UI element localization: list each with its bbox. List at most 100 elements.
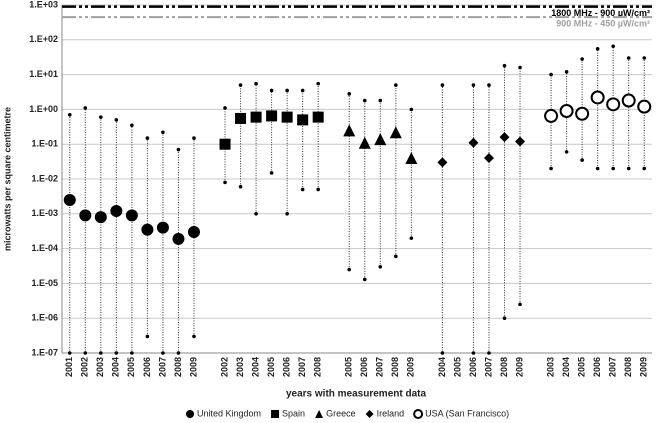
range-max	[642, 56, 647, 60]
x-tick-label: 2004	[111, 357, 121, 377]
range-min	[409, 236, 414, 240]
y-tick-label: 1.E-05	[31, 278, 58, 288]
x-tick-label: 2005	[344, 357, 354, 377]
range-max	[518, 65, 522, 70]
range-min	[83, 351, 88, 355]
marker	[515, 136, 526, 147]
range-min	[642, 166, 647, 171]
marker	[468, 137, 479, 148]
x-tick-label: 2003	[235, 357, 245, 377]
marker	[79, 209, 92, 222]
marker	[94, 211, 107, 224]
legend-label: United Kingdom	[197, 408, 261, 418]
range-max	[238, 83, 243, 87]
range-min	[254, 212, 258, 216]
range-max	[471, 83, 476, 87]
legend-label: Ireland	[377, 408, 405, 418]
range-min	[176, 351, 181, 355]
range-max	[580, 57, 584, 61]
marker	[315, 410, 324, 418]
x-tick-label: 2008	[173, 357, 183, 377]
range-max	[67, 112, 72, 117]
marker	[312, 111, 324, 123]
x-tick-label: 2007	[375, 357, 385, 377]
marker	[621, 93, 636, 108]
range-min	[300, 187, 305, 192]
range-min	[223, 180, 227, 185]
marker	[413, 409, 424, 419]
range-min	[316, 187, 320, 192]
range-min	[161, 351, 165, 355]
marker	[389, 126, 402, 139]
range-min	[192, 334, 196, 339]
x-tick-label: 2008	[390, 357, 400, 377]
range-max	[223, 106, 227, 110]
range-min	[394, 254, 398, 259]
x-tick-label: 2008	[313, 357, 323, 377]
x-tick-label: 2003	[545, 357, 555, 377]
marker	[172, 232, 185, 245]
range-min	[378, 264, 383, 269]
y-tick-label: 1.E-01	[31, 139, 58, 149]
y-tick-label: 1.E-02	[31, 173, 58, 183]
range-min	[145, 334, 150, 339]
marker	[374, 133, 387, 146]
range-min	[269, 171, 274, 175]
x-tick-label: 2004	[250, 357, 260, 377]
marker	[110, 205, 123, 218]
y-tick-label: 1.E+00	[29, 104, 58, 114]
marker	[156, 221, 169, 234]
x-tick-label: 2006	[592, 357, 602, 377]
x-tick-label: 2005	[126, 357, 136, 377]
range-max	[192, 136, 196, 140]
y-tick-label: 1.E+01	[29, 69, 58, 79]
legend-label: Spain	[282, 408, 305, 418]
marker	[219, 138, 231, 150]
x-tick-label: 2007	[297, 357, 307, 377]
marker	[499, 132, 510, 143]
range-max	[316, 81, 320, 86]
y-tick-label: 1.E+03	[29, 0, 58, 9]
x-tick-label: 2008	[499, 357, 509, 377]
marker	[437, 157, 448, 168]
marker	[559, 103, 574, 118]
marker	[187, 225, 200, 238]
reference-label: 1800 MHz - 900 µW/cm²	[551, 8, 650, 18]
range-max	[440, 83, 445, 87]
marker	[575, 106, 590, 121]
marker	[186, 410, 194, 418]
marker	[266, 110, 278, 122]
range-max	[269, 88, 274, 93]
marker	[365, 410, 374, 418]
marker	[590, 90, 605, 105]
range-max	[487, 83, 491, 87]
range-min	[362, 277, 367, 282]
y-tick-label: 1.E-04	[31, 243, 58, 253]
range-min	[626, 166, 631, 171]
range-max	[362, 98, 367, 103]
reference-label: 900 MHz - 450 µW/cm²	[556, 18, 650, 28]
range-max	[99, 115, 103, 119]
range-min	[114, 351, 119, 355]
marker	[297, 114, 309, 126]
x-tick-label: 2001	[64, 357, 74, 377]
range-max	[300, 88, 305, 93]
range-max	[626, 56, 631, 60]
x-tick-label: 2006	[142, 357, 152, 377]
marker	[544, 108, 559, 123]
range-min	[487, 351, 491, 355]
range-max	[254, 81, 258, 86]
range-max	[176, 147, 181, 152]
range-min	[99, 351, 103, 355]
x-tick-label: 2005	[452, 357, 462, 377]
marker	[235, 112, 247, 124]
range-max	[564, 70, 569, 74]
x-tick-label: 2009	[514, 357, 524, 377]
x-tick-label: 2006	[282, 357, 292, 377]
marker	[606, 97, 621, 112]
marker	[250, 111, 262, 123]
x-tick-label: 2003	[95, 357, 105, 377]
x-tick-label: 2007	[608, 357, 618, 377]
range-max	[611, 44, 615, 49]
